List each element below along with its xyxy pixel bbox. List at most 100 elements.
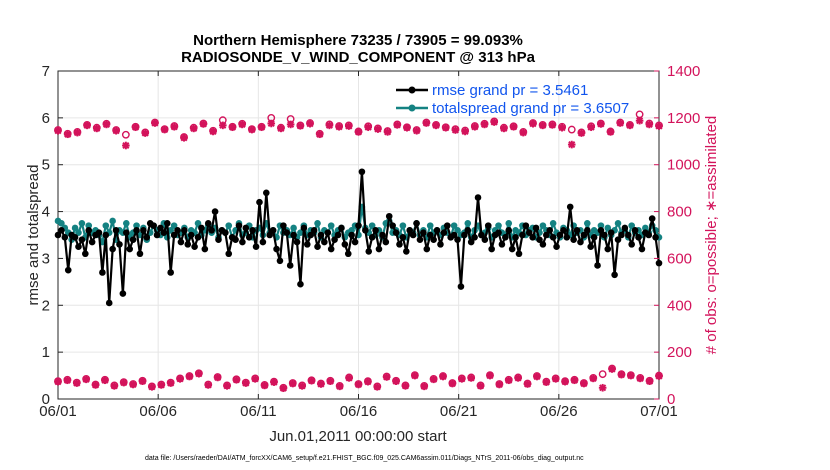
obs-possible-upper-marker xyxy=(567,125,576,134)
rmse-point xyxy=(464,227,472,234)
rmse-point xyxy=(618,231,625,239)
obs-assimilated-upper-marker xyxy=(286,120,295,129)
rmse-point xyxy=(505,227,513,234)
obs-assimilated-upper-marker xyxy=(335,122,343,131)
obs-assimilated-upper-marker xyxy=(500,124,508,133)
rmse-point xyxy=(525,229,533,236)
obs-assimilated-upper-marker xyxy=(635,116,644,125)
obs-assimilated-lower-marker xyxy=(570,376,579,385)
rmse-point xyxy=(515,250,523,258)
totalspread-point xyxy=(122,219,130,227)
totalspread-point xyxy=(314,219,321,227)
rmse-point xyxy=(631,227,639,234)
y-tick-label: 4 xyxy=(42,204,50,221)
obs-assimilated-upper-marker xyxy=(160,125,169,134)
totalspread-point xyxy=(628,222,635,229)
obs-assimilated-lower-marker xyxy=(91,381,100,389)
obs-assimilated-lower-marker xyxy=(345,374,353,382)
obs-assimilated-upper-marker xyxy=(383,128,392,136)
totalspread-point xyxy=(225,222,233,229)
rmse-point xyxy=(655,259,663,267)
totalspread-point xyxy=(167,227,174,234)
rmse-point xyxy=(204,219,212,227)
rmse-point xyxy=(133,227,140,234)
totalspread-point xyxy=(78,219,86,227)
obs-assimilated-lower-marker xyxy=(72,379,81,387)
obs-assimilated-upper-marker xyxy=(122,141,130,150)
rmse-point xyxy=(543,231,550,239)
obs-assimilated-upper-marker xyxy=(63,130,72,139)
rmse-point xyxy=(457,283,465,290)
rmse-point xyxy=(471,234,478,241)
rmse-point xyxy=(99,269,106,276)
rmse-point xyxy=(365,248,373,255)
rmse-point xyxy=(256,198,263,206)
legend-spread-marker xyxy=(408,104,416,112)
obs-assimilated-upper-marker xyxy=(141,129,150,137)
rmse-point xyxy=(587,243,595,251)
obs-assimilated-lower-marker xyxy=(551,375,560,383)
rmse-point xyxy=(249,227,256,234)
x-axis-label: Jun.01,2011 00:00:00 start xyxy=(269,428,447,445)
rmse-point xyxy=(341,241,349,248)
rmse-point xyxy=(95,229,103,236)
rmse-point xyxy=(351,238,359,246)
rmse-point xyxy=(597,227,605,234)
obs-assimilated-lower-marker xyxy=(213,373,222,382)
obs-assimilated-upper-marker xyxy=(315,130,324,139)
rmse-point xyxy=(601,231,608,239)
obs-assimilated-upper-marker xyxy=(422,119,431,127)
obs-assimilated-lower-marker xyxy=(317,380,325,388)
obs-assimilated-upper-marker xyxy=(170,122,179,131)
obs-assimilated-lower-marker xyxy=(476,382,485,390)
obs-assimilated-lower-marker xyxy=(627,371,635,380)
rmse-point xyxy=(187,231,195,239)
rmse-point xyxy=(290,231,297,239)
obs-assimilated-lower-marker xyxy=(523,380,532,388)
totalspread-point xyxy=(454,227,461,234)
obs-possible-upper-marker xyxy=(635,110,644,119)
obs-assimilated-lower-marker xyxy=(82,375,90,384)
obs-assimilated-lower-marker xyxy=(486,371,494,380)
rmse-point xyxy=(198,224,205,232)
rmse-point xyxy=(385,212,393,220)
rmse-point xyxy=(109,245,116,253)
obs-assimilated-lower-marker xyxy=(589,374,598,383)
obs-assimilated-upper-marker xyxy=(83,121,91,130)
totalspread-point xyxy=(642,224,649,232)
obs-assimilated-lower-marker xyxy=(335,382,344,391)
rmse-point xyxy=(498,241,506,248)
y-tick-label: 7 xyxy=(42,63,50,80)
y-right-tick-label: 400 xyxy=(667,297,692,314)
obs-assimilated-lower-marker xyxy=(185,372,194,381)
rmse-point xyxy=(331,236,338,243)
obs-assimilated-lower-marker xyxy=(166,379,175,387)
rmse-point xyxy=(382,238,390,246)
rmse-point xyxy=(235,222,243,229)
rmse-point xyxy=(245,234,253,241)
rmse-point xyxy=(522,222,530,229)
rmse-point xyxy=(484,222,492,229)
obs-assimilated-upper-marker xyxy=(441,123,450,132)
rmse-point xyxy=(450,231,458,239)
obs-assimilated-upper-marker xyxy=(209,127,217,136)
y-right-tick-label: 600 xyxy=(667,250,692,267)
obs-assimilated-lower-marker xyxy=(401,382,410,390)
rmse-point xyxy=(252,243,260,251)
obs-assimilated-lower-marker xyxy=(204,381,213,389)
rmse-point xyxy=(310,227,318,234)
x-tick-label: 06/11 xyxy=(240,403,276,420)
x-tick-label: 07/01 xyxy=(640,403,678,420)
obs-assimilated-upper-marker xyxy=(112,126,120,135)
rmse-point xyxy=(273,245,280,253)
obs-assimilated-lower-marker xyxy=(101,376,109,385)
y-right-tick-label: 200 xyxy=(667,344,692,361)
rmse-point xyxy=(454,236,461,243)
obs-assimilated-lower-marker xyxy=(448,379,457,388)
rmse-point xyxy=(368,234,376,241)
obs-assimilated-upper-marker xyxy=(257,123,266,132)
totalspread-point xyxy=(426,222,434,229)
obs-assimilated-upper-marker xyxy=(451,126,460,134)
rmse-point xyxy=(508,245,516,253)
obs-assimilated-upper-marker xyxy=(131,123,140,132)
